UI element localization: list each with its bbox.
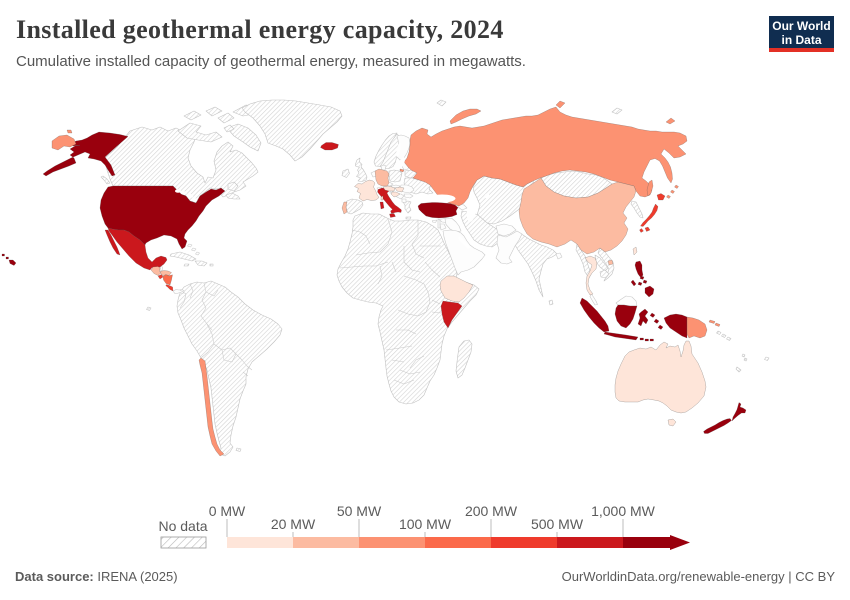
svg-text:500 MW: 500 MW (531, 516, 584, 532)
svg-text:0 MW: 0 MW (209, 503, 246, 519)
svg-text:1,000 MW: 1,000 MW (591, 503, 656, 519)
svg-text:No data: No data (158, 518, 207, 534)
svg-text:200 MW: 200 MW (465, 503, 518, 519)
svg-text:20 MW: 20 MW (271, 516, 316, 532)
svg-text:100 MW: 100 MW (399, 516, 452, 532)
svg-text:50 MW: 50 MW (337, 503, 382, 519)
